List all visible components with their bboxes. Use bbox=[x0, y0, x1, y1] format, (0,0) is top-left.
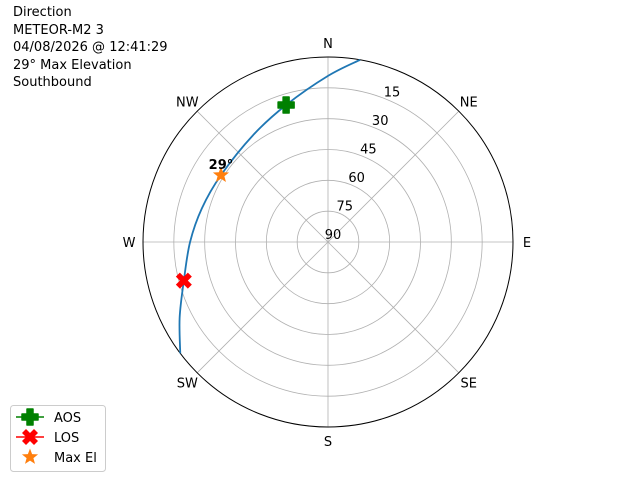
radial-tick-label: 60 bbox=[348, 171, 365, 186]
legend-label: LOS bbox=[54, 431, 79, 446]
info-max-elevation: 29° Max Elevation bbox=[13, 57, 132, 73]
legend-star-icon bbox=[21, 448, 39, 464]
grid-spoke bbox=[327, 241, 460, 374]
compass-label-se: SE bbox=[460, 377, 476, 392]
radial-tick-label: 15 bbox=[384, 86, 401, 101]
legend-label: Max El bbox=[54, 451, 97, 466]
legend-label: AOS bbox=[54, 411, 81, 426]
compass-label-nw: NW bbox=[176, 95, 199, 110]
grid-spoke bbox=[196, 241, 329, 374]
legend-plus-icon bbox=[21, 408, 39, 426]
info-datetime: 04/08/2026 @ 12:41:29 bbox=[13, 40, 168, 55]
pass-info: Direction METEOR-M2 3 04/08/2026 @ 12:41… bbox=[13, 4, 168, 92]
radial-tick-label: 30 bbox=[372, 114, 389, 129]
marker-los bbox=[175, 272, 192, 289]
info-title: Direction bbox=[13, 5, 72, 20]
radial-tick-label: 75 bbox=[337, 200, 354, 215]
legend: AOS LOS Max El bbox=[10, 405, 106, 472]
radial-tick-label: 90 bbox=[325, 228, 342, 243]
compass-label-s: S bbox=[324, 435, 332, 450]
compass-label-e: E bbox=[523, 236, 531, 251]
max-elevation-annotation: 29° bbox=[209, 158, 234, 173]
polar-frame bbox=[142, 56, 514, 428]
compass-label-sw: SW bbox=[177, 377, 198, 392]
compass-label-w: W bbox=[123, 236, 136, 251]
marker-aos bbox=[277, 96, 295, 114]
grid-spoke bbox=[196, 110, 329, 243]
grid-spoke bbox=[327, 110, 460, 243]
compass-label-n: N bbox=[323, 37, 333, 52]
info-direction: Southbound bbox=[13, 75, 92, 90]
marker-max-el bbox=[212, 166, 230, 182]
compass-label-ne: NE bbox=[460, 95, 478, 110]
legend-x-icon bbox=[22, 429, 38, 445]
pass-track-line bbox=[178, 59, 361, 354]
radial-tick-label: 45 bbox=[360, 143, 377, 158]
info-satellite: METEOR-M2 3 bbox=[13, 22, 104, 38]
